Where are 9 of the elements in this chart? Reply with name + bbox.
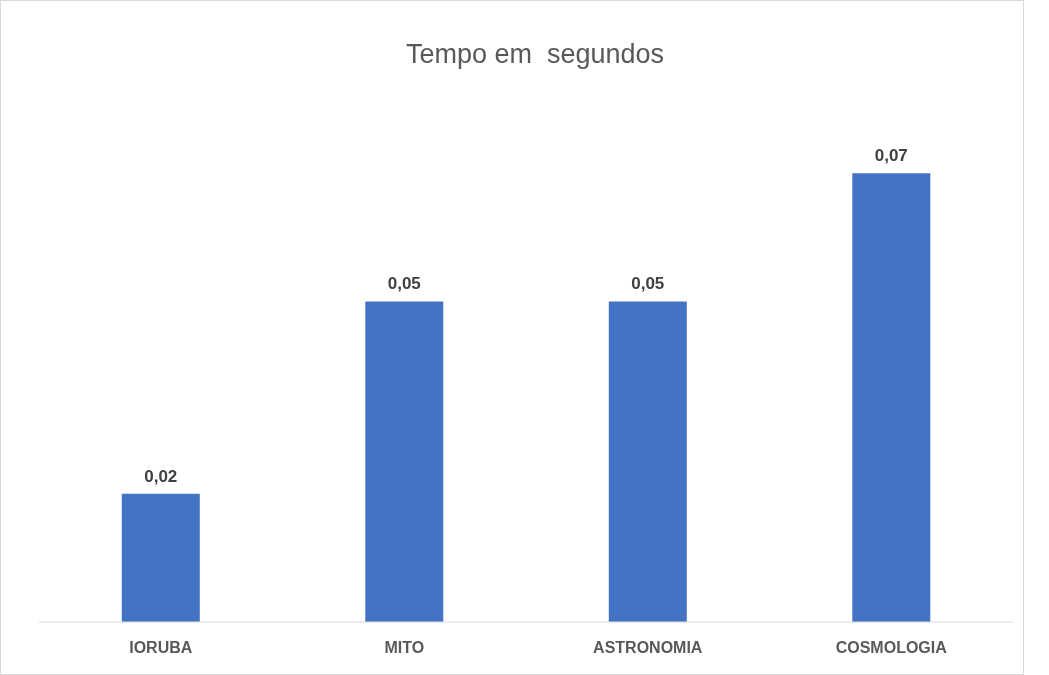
x-tick-label: COSMOLOGIA	[835, 639, 948, 657]
data-label: 0,05	[631, 274, 665, 294]
x-tick-label: MITO	[384, 639, 425, 657]
data-label: 0,07	[874, 146, 908, 166]
data-label: 0,05	[387, 274, 421, 294]
chart-title: Tempo em segundos	[404, 39, 666, 70]
x-tick-label: IORUBA	[129, 639, 193, 657]
data-label: 0,02	[144, 466, 178, 486]
x-tick-label: ASTRONOMIA	[593, 639, 703, 657]
